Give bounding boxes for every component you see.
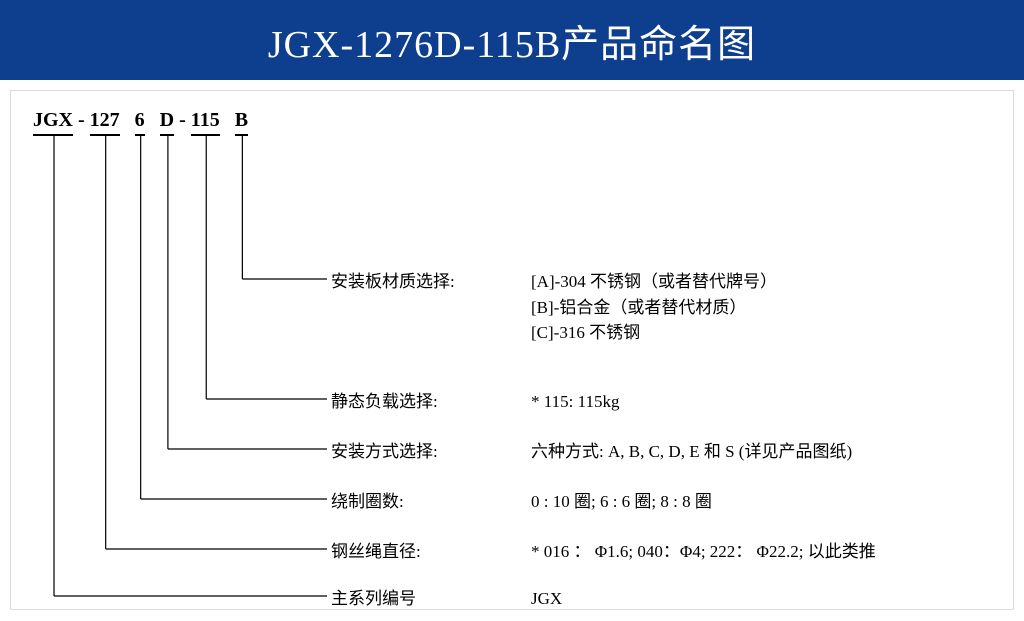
description-label: 绕制圈数: <box>331 489 404 515</box>
description-label: 安装方式选择: <box>331 439 438 465</box>
description-value: [A]-304 不锈钢（或者替代牌号） [B]-铝合金（或者替代材质） [C]-… <box>531 269 777 346</box>
code-segment: B <box>235 109 248 136</box>
code-segment: JGX <box>33 109 73 136</box>
code-separator <box>120 109 135 132</box>
code-segment: 6 <box>135 109 145 136</box>
code-segment: 115 <box>191 109 220 136</box>
code-separator: - <box>73 109 90 132</box>
code-segment: 127 <box>90 109 120 136</box>
description-value: * 016 ： Φ1.6; 040：Φ4; 222： Φ22.2; 以此类推 <box>531 539 876 565</box>
code-string: JGX - 127 6 D - 115 B <box>33 109 248 136</box>
code-separator: - <box>174 109 191 132</box>
description-label: 安装板材质选择: <box>331 269 455 295</box>
code-separator <box>145 109 160 132</box>
description-value: * 115: 115kg <box>531 389 619 415</box>
header-title: JGX-1276D-115B产品命名图 <box>268 13 756 68</box>
description-label: 钢丝绳直径: <box>331 539 421 565</box>
description-label: 主系列编号 <box>331 586 416 612</box>
description-value: 六种方式: A, B, C, D, E 和 S (详见产品图纸) <box>531 439 852 465</box>
code-separator <box>220 109 235 132</box>
description-label: 静态负载选择: <box>331 389 438 415</box>
description-value: 0 : 10 圈; 6 : 6 圈; 8 : 8 圈 <box>531 489 712 515</box>
description-value: JGX <box>531 586 562 612</box>
code-segment: D <box>160 109 174 136</box>
diagram-content: JGX - 127 6 D - 115 B 安装板材质选择: [A]-304 不锈… <box>10 90 1014 610</box>
header-bar: JGX-1276D-115B产品命名图 <box>0 0 1024 80</box>
leader-lines <box>11 91 1015 611</box>
